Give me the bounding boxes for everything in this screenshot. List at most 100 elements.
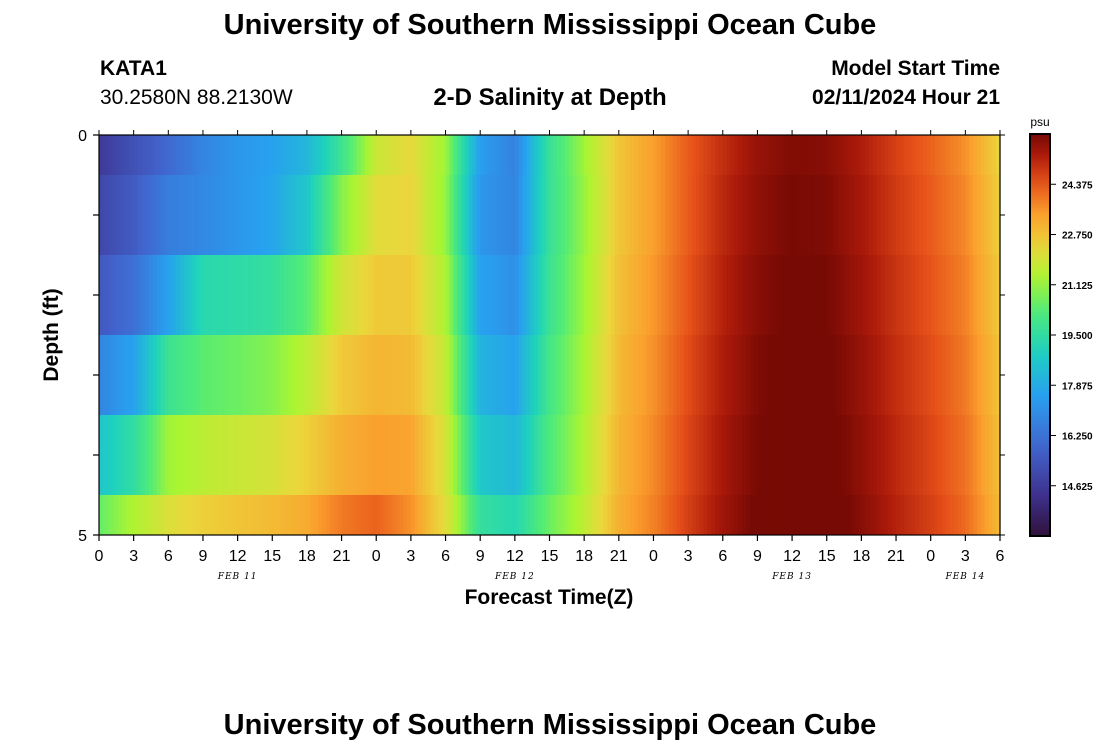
heatmap-cell [838,135,843,176]
heatmap-cell [549,135,554,176]
heatmap-cell [383,175,389,256]
heatmap-cell [110,335,115,416]
heatmap-cell [896,255,901,336]
heatmap-cell [264,335,270,416]
heatmap-cell [399,135,404,176]
x-day-label: FEB 14 [944,572,985,582]
heatmap-cell [722,495,728,536]
x-tick-label: 6 [718,548,727,565]
heatmap-cell [561,255,566,336]
heatmap-cell [191,255,196,336]
heatmap-cell [118,135,123,176]
heatmap-cell [588,175,593,256]
heatmap-cell [291,175,296,256]
heatmap-cell [399,175,404,256]
heatmap-cell [241,255,246,336]
heatmap-cell [730,415,735,496]
heatmap-cell [676,135,682,176]
heatmap-cell [599,175,605,256]
heatmap-cell [430,135,435,176]
heatmap-cell [557,335,562,416]
heatmap-cell [718,415,724,496]
heatmap-cell [996,175,1001,256]
heatmap-cell [226,415,231,496]
heatmap-cell [245,495,250,536]
heatmap-cell [614,135,620,176]
heatmap-cell [780,415,785,496]
heatmap-cell [768,175,774,256]
heatmap-cell [811,135,816,176]
heatmap-cell [903,415,909,496]
heatmap-cell [233,415,239,496]
heatmap-cell [969,135,974,176]
heatmap-cell [726,495,732,536]
heatmap-cell [341,135,347,176]
heatmap-cell [638,175,643,256]
heatmap-cell [164,255,169,336]
heatmap-cell [491,175,497,256]
heatmap-cell [437,175,443,256]
heatmap-cell [603,175,608,256]
heatmap-cell [214,335,219,416]
heatmap-cell [314,175,320,256]
heatmap-cell [984,135,990,176]
heatmap-cell [949,175,955,256]
heatmap-cell [622,175,628,256]
heatmap-cell [884,175,889,256]
x-tick-label: 18 [298,548,316,565]
heatmap-cell [511,175,516,256]
heatmap-cell [283,335,289,416]
heatmap-cell [807,415,812,496]
x-tick-label: 0 [372,548,381,565]
heatmap-cell [761,415,766,496]
heatmap-cell [919,255,924,336]
heatmap-cell [295,175,300,256]
heatmap-cell [942,335,947,416]
heatmap-cell [976,495,982,536]
heatmap-cell [249,175,254,256]
heatmap-cell [803,335,809,416]
heatmap-cell [834,415,839,496]
heatmap-cell [580,335,585,416]
heatmap-cell [187,135,193,176]
heatmap-cell [803,495,809,536]
heatmap-cell [279,335,285,416]
heatmap-cell [834,135,839,176]
heatmap-cell [414,175,420,256]
y-axis: 05 [78,128,1005,545]
heatmap-cell [326,255,331,336]
heatmap-cell [268,135,273,176]
heatmap-cell [992,175,997,256]
heatmap-cell [391,175,397,256]
heatmap-cell [433,175,439,256]
heatmap-cell [172,335,177,416]
heatmap-cell [892,255,897,336]
heatmap-cell [125,135,131,176]
heatmap-cell [946,255,951,336]
heatmap-cell [468,135,474,176]
heatmap-cell [988,175,993,256]
heatmap-cell [661,335,666,416]
x-day-label: FEB 11 [217,572,258,582]
heatmap-cell [588,255,593,336]
heatmap-cell [214,135,219,176]
heatmap-cell [183,175,189,256]
heatmap-cell [476,175,481,256]
heatmap-cell [749,335,755,416]
heatmap-cell [333,335,339,416]
heatmap-cell [437,255,443,336]
heatmap-cell [445,255,450,336]
heatmap-cell [595,495,601,536]
heatmap-cell [853,415,859,496]
heatmap-cell [422,495,427,536]
heatmap-cell [726,335,732,416]
heatmap-cell [969,335,974,416]
heatmap-cell [422,255,427,336]
heatmap-cell [287,335,293,416]
heatmap-cell [811,335,816,416]
heatmap-cell [383,135,389,176]
heatmap-cell [156,135,162,176]
heatmap-cell [418,335,424,416]
heatmap-cell [511,135,516,176]
heatmap-cell [133,255,139,336]
